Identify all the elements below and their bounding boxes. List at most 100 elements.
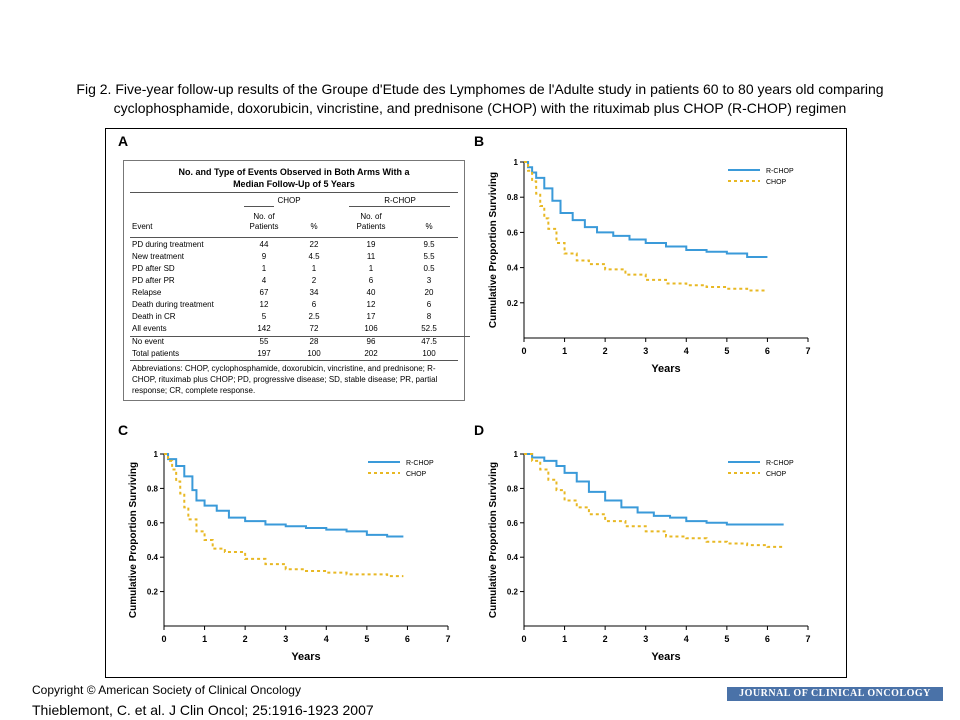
- cell-chop-n: 9: [261, 252, 267, 261]
- cell-chop-n: 142: [257, 324, 271, 333]
- y-tick-label: 0.8: [507, 484, 519, 493]
- y-tick-label: 1: [514, 450, 519, 459]
- cell-chop-pct: 22: [309, 240, 319, 249]
- y-tick-label: 0.8: [507, 193, 519, 202]
- table-row: New treatment 9 4.5 11 5.5: [124, 252, 464, 264]
- x-tick-label: 0: [161, 634, 166, 644]
- cell-event: PD during treatment: [132, 240, 204, 249]
- x-tick-label: 2: [243, 634, 248, 644]
- cell-chop-n: 12: [259, 300, 269, 309]
- panel-letter-b: B: [474, 133, 485, 149]
- y-tick-label: 0.6: [507, 519, 519, 528]
- cell-event: No event: [132, 337, 165, 346]
- legend-label-r-chop: R-CHOP: [406, 460, 434, 467]
- x-axis-label: Years: [291, 651, 320, 663]
- group-rule-chop: [244, 206, 274, 207]
- series-line-chop: [524, 161, 768, 292]
- cell-rchop-pct: 8: [426, 312, 432, 321]
- x-tick-label: 7: [805, 346, 810, 356]
- cell-event: Death in CR: [132, 312, 176, 321]
- cell-rchop-pct: 20: [424, 288, 434, 297]
- y-tick-label: 0.8: [147, 484, 159, 493]
- copyright-notice: Copyright © American Society of Clinical…: [32, 683, 301, 697]
- cell-chop-pct: 100: [307, 349, 321, 358]
- journal-logo: JOURNAL OF CLINICAL ONCOLOGY: [727, 687, 943, 701]
- caption-line-2: cyclophosphamide, doxorubicin, vincristi…: [113, 100, 847, 116]
- cell-rchop-n: 17: [366, 312, 376, 321]
- table-title-line-2: Median Follow-Up of 5 Years: [233, 179, 355, 189]
- cell-rchop-pct: 100: [422, 349, 436, 358]
- x-tick-label: 5: [724, 346, 729, 356]
- cell-rchop-pct: 0.5: [423, 264, 435, 273]
- cell-rchop-pct: 5.5: [423, 252, 435, 261]
- caption-line-1: Fig 2. Five-year follow-up results of th…: [76, 81, 884, 97]
- group-header-rchop: R-CHOP: [384, 196, 416, 205]
- km-plot-c: 0 1 2 3 4 5 6 7 0.2 0.4 0.6 0.8 1 Years Cumulative Pro…: [128, 450, 451, 663]
- table-row: PD during treatment 44 22 19 9.5: [124, 240, 464, 252]
- panel-letter-a: A: [118, 133, 129, 149]
- cell-rchop-n: 11: [366, 252, 376, 261]
- y-tick-label: 0.6: [507, 228, 519, 237]
- cell-event: All events: [132, 324, 167, 333]
- x-tick-label: 6: [765, 634, 770, 644]
- x-tick-label: 2: [603, 634, 608, 644]
- y-tick-label: 1: [514, 158, 519, 167]
- y-axis-label: Cumulative Proportion Surviving: [128, 462, 139, 618]
- x-tick-label: 1: [562, 634, 567, 644]
- cell-event: Total patients: [132, 349, 180, 358]
- cell-chop-pct: 28: [309, 337, 319, 346]
- x-tick-label: 3: [643, 346, 648, 356]
- cell-rchop-pct: 6: [426, 300, 432, 309]
- y-tick-label: 0.6: [147, 519, 159, 528]
- x-tick-label: 2: [603, 346, 608, 356]
- y-tick-label: 1: [154, 450, 159, 459]
- table-header: CHOP R-CHOP Event No. of Patients % No. …: [124, 192, 464, 238]
- x-tick-label: 0: [521, 346, 526, 356]
- legend-label-r-chop: R-CHOP: [766, 168, 794, 175]
- x-tick-label: 4: [684, 346, 689, 356]
- events-table: No. and Type of Events Observed in Both …: [123, 160, 470, 401]
- y-tick-label: 0.4: [507, 553, 519, 562]
- legend-label-r-chop: R-CHOP: [766, 460, 794, 467]
- cell-chop-n: 67: [259, 288, 269, 297]
- table-title-line-1: No. and Type of Events Observed in Both …: [178, 167, 410, 177]
- figure-caption: Fig 2. Five-year follow-up results of th…: [30, 80, 930, 118]
- cell-rchop-n: 202: [364, 349, 378, 358]
- cell-rchop-n: 1: [368, 264, 374, 273]
- cell-rchop-pct: 9.5: [423, 240, 435, 249]
- table-rule: [130, 336, 470, 337]
- table-row: PD after PR 4 2 6 3: [124, 276, 464, 288]
- km-plot-b: 0 1 2 3 4 5 6 7 0.2 0.4 0.6 0.8 1 Years Cumulative Pro…: [488, 158, 811, 375]
- x-tick-label: 7: [805, 634, 810, 644]
- series-line-r-chop: [524, 453, 784, 526]
- x-tick-label: 5: [724, 634, 729, 644]
- panel-letter-c: C: [118, 422, 129, 438]
- cell-rchop-n: 96: [366, 337, 376, 346]
- legend-label-chop: CHOP: [766, 179, 787, 186]
- x-tick-label: 0: [521, 634, 526, 644]
- x-tick-label: 3: [283, 634, 288, 644]
- table-rule: [130, 360, 458, 361]
- cell-rchop-pct: 52.5: [421, 324, 437, 333]
- x-tick-label: 7: [445, 634, 450, 644]
- col-header-rchop-n-line-1: No. of: [360, 212, 382, 221]
- cell-chop-n: 55: [259, 337, 269, 346]
- cell-rchop-pct: 3: [426, 276, 432, 285]
- x-tick-label: 6: [405, 634, 410, 644]
- x-axis-label: Years: [651, 651, 680, 663]
- cell-chop-pct: 2: [311, 276, 317, 285]
- legend-label-chop: CHOP: [406, 471, 427, 478]
- panel-letter-d: D: [474, 422, 485, 438]
- y-axis-label: Cumulative Proportion Surviving: [488, 172, 499, 328]
- col-header-rchop-n-line-2: Patients: [356, 222, 386, 231]
- x-tick-label: 5: [364, 634, 369, 644]
- cell-chop-n: 5: [261, 312, 267, 321]
- x-tick-label: 6: [765, 346, 770, 356]
- cell-chop-pct: 34: [309, 288, 319, 297]
- table-body: PD during treatment 44 22 19 9.5 New treatmen…: [124, 240, 470, 361]
- col-header-chop-n: No. of Patients: [244, 212, 284, 232]
- x-tick-label: 1: [562, 346, 567, 356]
- table-row: PD after SD 1 1 1 0.5: [124, 264, 464, 276]
- cell-chop-pct: 2.5: [308, 312, 320, 321]
- table-rule: [130, 192, 458, 193]
